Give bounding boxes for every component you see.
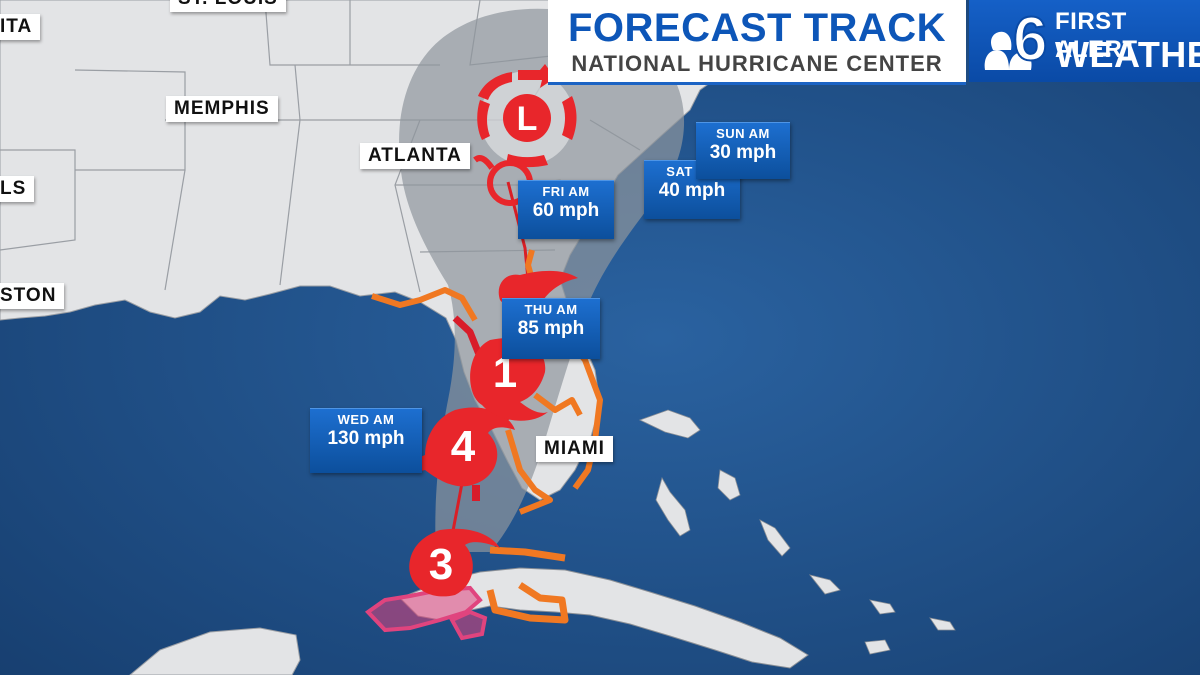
hurricane-watch-isle-of-youth (449, 609, 488, 641)
forecast-speed: 85 mph (517, 318, 585, 339)
page-title: FORECAST TRACK (567, 6, 947, 50)
forecast-speed: 40 mph (658, 180, 726, 201)
storm-category-3-label: 3 (428, 540, 454, 589)
forecast-speed: 60 mph (532, 200, 600, 221)
city-label-wichita: ITA (0, 14, 41, 40)
yucatan-peninsula (129, 627, 301, 675)
brand-banner: 6 FIRST ALERT WEATHER (969, 0, 1200, 82)
forecast-day: WED AM (337, 412, 395, 427)
forecast-point-fri: FRI AM 60 mph (518, 180, 614, 239)
nbc-peacock-6-logo-icon: 6 (984, 4, 1048, 75)
brand-line-2: WEATHER (1055, 34, 1200, 75)
forecast-day: SUN AM (716, 126, 770, 141)
city-label-miami: MIAMI (536, 436, 613, 462)
forecast-speed: 30 mph (709, 142, 777, 163)
svg-text:6: 6 (1013, 5, 1047, 74)
forecast-point-sun: SUN AM 30 mph (696, 122, 790, 179)
cuba (399, 567, 809, 669)
forecast-speed: 130 mph (327, 428, 405, 449)
brand-line-1: FIRST ALERT (1055, 8, 1138, 63)
page-subtitle: NATIONAL HURRICANE CENTER (571, 51, 943, 76)
city-label-atlanta: ATLANTA (360, 143, 470, 169)
storm-symbol-cat-3 (409, 528, 500, 597)
low-pressure-label: L (516, 100, 538, 138)
hurricane-watch-cuba-west (364, 585, 483, 633)
city-label-houston: STON (0, 283, 65, 309)
bahamas (638, 409, 956, 655)
tropical-storm-warning-gulf (371, 287, 478, 322)
hurricane-warning-dry-tortugas (472, 485, 480, 501)
tropical-storm-warning-keys (505, 429, 553, 515)
forecast-point-thu: THU AM 85 mph (502, 298, 600, 359)
storm-symbol-cat-4 (414, 407, 515, 487)
tropical-storm-warning-west-fl (533, 392, 583, 417)
tropical-storm-warning-cuba (486, 546, 569, 624)
city-label-st-louis: ST. LOUIS (170, 0, 286, 12)
city-label-dallas: LS (0, 176, 35, 202)
forecast-point-wed: WED AM 130 mph (310, 408, 422, 473)
title-banner: FORECAST TRACK NATIONAL HURRICANE CENTER (548, 0, 966, 85)
city-label-memphis: MEMPHIS (166, 96, 278, 122)
storm-category-4-label: 4 (450, 422, 476, 471)
forecast-day: FRI AM (542, 184, 590, 199)
forecast-day: THU AM (524, 302, 578, 317)
low-pressure-symbol (477, 64, 577, 168)
